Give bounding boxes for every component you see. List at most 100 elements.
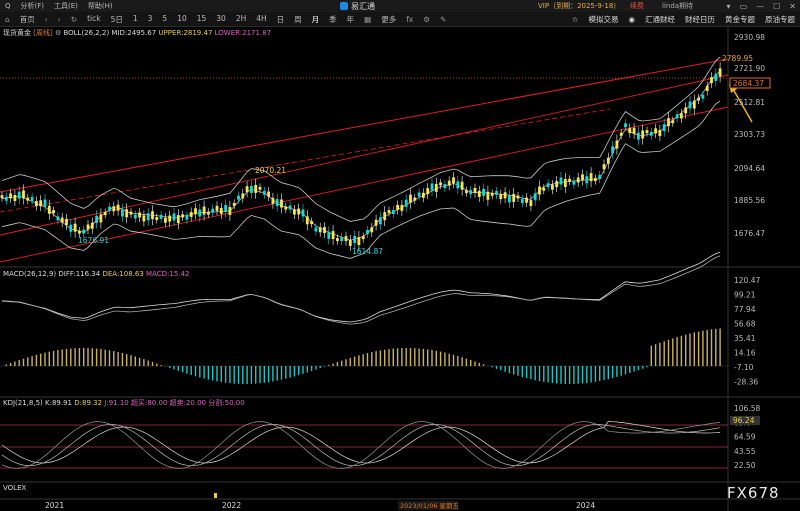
draw-icon[interactable]: ✎ <box>440 14 447 24</box>
candle-body <box>374 219 378 226</box>
kdj-tick-label: 43.55 <box>734 447 756 456</box>
minimize-icon[interactable]: — <box>756 1 765 11</box>
candle-body <box>413 197 417 201</box>
candle-body <box>39 200 43 207</box>
candle-body <box>284 206 288 210</box>
timeframe-tab-0[interactable]: tick <box>87 13 101 23</box>
timeframe-tab-12[interactable]: 月 <box>311 14 320 24</box>
maximize-icon[interactable]: ☐ <box>773 1 781 11</box>
calendar-button[interactable]: 财经日历 <box>685 15 715 24</box>
candle-body <box>348 239 352 246</box>
kdj-label[interactable]: KDJ(21,8,5) <box>3 399 43 407</box>
symbol-name[interactable]: 现货黄金 <box>3 29 31 37</box>
candle-body <box>207 211 210 215</box>
menu-item-analysis[interactable]: 分析(F) <box>20 2 45 10</box>
macd-tick-label: 56.68 <box>734 320 756 329</box>
news-button[interactable]: 汇通财经 <box>645 15 675 24</box>
timeframe-tab-9[interactable]: 4H <box>256 13 267 23</box>
kdj-overbought: 超买:80.00 <box>130 399 168 407</box>
candle-body <box>675 114 679 119</box>
gold-topic-button[interactable]: 黄金专题 <box>725 15 755 24</box>
candle-body <box>112 206 116 212</box>
dropdown-icon[interactable]: ▾ <box>726 1 731 11</box>
more-button[interactable]: 更多 <box>381 14 397 24</box>
candle-body <box>293 209 296 215</box>
macd-label[interactable]: MACD(26,12,9) <box>3 270 57 278</box>
timeframe-tab-11[interactable]: 周 <box>294 14 302 24</box>
vip-status: VIP（到期：2025-9-18） <box>538 2 621 10</box>
candle-body <box>417 192 421 197</box>
timeframe-tab-1[interactable]: 5日 <box>110 14 123 24</box>
timeframe-tab-5[interactable]: 10 <box>177 13 187 23</box>
formula-icon[interactable]: fx <box>406 14 414 24</box>
kdj-value-box <box>730 416 760 425</box>
candle-body <box>241 193 245 199</box>
back-icon[interactable]: ‹ <box>44 14 48 24</box>
forward-icon[interactable]: › <box>57 14 61 24</box>
period-label[interactable]: [周线] <box>33 29 53 37</box>
price-tick-label: 1885.56 <box>734 196 765 205</box>
sim-trade-button[interactable]: 模拟交易 <box>588 15 619 24</box>
candle-body <box>606 157 610 164</box>
timeframe-tab-2[interactable]: 1 <box>132 13 138 23</box>
oil-topic-button[interactable]: 原油专题 <box>765 15 795 24</box>
close-icon[interactable]: ✕ <box>789 1 796 11</box>
candle-body <box>452 177 455 184</box>
candle-body <box>60 217 64 223</box>
candle-body <box>516 195 520 199</box>
timeframe-tab-10[interactable]: 日 <box>276 14 285 24</box>
volex-label[interactable]: VOLEX <box>3 484 27 492</box>
price-tick-label: 1676.47 <box>734 229 765 238</box>
candle-body <box>353 235 356 243</box>
timeframe-tab-13[interactable]: 季 <box>329 14 337 24</box>
candle-body <box>237 195 240 200</box>
chart-area[interactable]: 2070.21 1676.91 1614.87 2789.95 2930.98 2721… <box>0 27 800 511</box>
trendline-lower <box>0 106 729 263</box>
label-low-2021: 1676.91 <box>78 236 109 245</box>
candle-body <box>95 215 98 223</box>
candle-body <box>116 204 120 211</box>
home-button[interactable]: 首页 <box>19 14 35 24</box>
boll-lower: LOWER:2171.87 <box>214 29 272 37</box>
candle-body <box>443 184 447 189</box>
candle-body <box>125 209 129 218</box>
timeframe-tab-4[interactable]: 5 <box>162 13 168 23</box>
candle-body <box>495 190 498 195</box>
timeframe-tab-14[interactable]: 年 <box>346 14 355 24</box>
macd-dea-line <box>1 255 721 325</box>
candle-body <box>473 188 477 193</box>
settings-icon[interactable]: ⚙ <box>423 14 431 24</box>
kdj-j: J:91.10 <box>104 399 129 407</box>
candle-body <box>215 205 219 211</box>
menu-item-help[interactable]: 帮助(H) <box>87 2 113 10</box>
menu-item-search[interactable]: Q <box>5 2 11 10</box>
home-icon[interactable]: ⌂ <box>5 14 10 24</box>
renew-link[interactable]: 续费 <box>630 2 644 10</box>
candle-body <box>159 214 163 219</box>
candle-body <box>430 183 434 191</box>
candle-body <box>551 184 554 190</box>
kdj-mid: 分割:50.00 <box>208 399 245 407</box>
candle-body <box>297 208 301 215</box>
skin-icon[interactable]: ▭ <box>739 1 748 11</box>
timeframe-tab-8[interactable]: 2H <box>235 13 247 23</box>
grid-icon[interactable]: ▦ <box>364 14 372 24</box>
kdj-oversold: 超卖:20.00 <box>169 399 207 407</box>
candle-body <box>434 183 438 192</box>
user-name[interactable]: linda期待 <box>662 2 694 10</box>
candle-body <box>30 196 34 201</box>
timeframe-tab-6[interactable]: 15 <box>196 13 207 23</box>
timeframe-tab-7[interactable]: 30 <box>216 13 226 23</box>
menu-item-tools[interactable]: 工具(E) <box>54 2 78 10</box>
timeframe-tab-3[interactable]: 3 <box>147 13 153 23</box>
macd-tick-label: 35.41 <box>734 334 756 343</box>
candle-body <box>47 205 51 214</box>
candle-body <box>503 192 507 199</box>
boll-label[interactable]: BOLL(26,2,2) <box>63 29 110 37</box>
candle-body <box>86 224 90 230</box>
app-logo-icon <box>340 2 348 10</box>
candle-body <box>594 178 597 182</box>
candle-body <box>301 209 305 217</box>
candle-body <box>323 227 326 234</box>
refresh-icon[interactable]: ↻ <box>70 14 78 24</box>
